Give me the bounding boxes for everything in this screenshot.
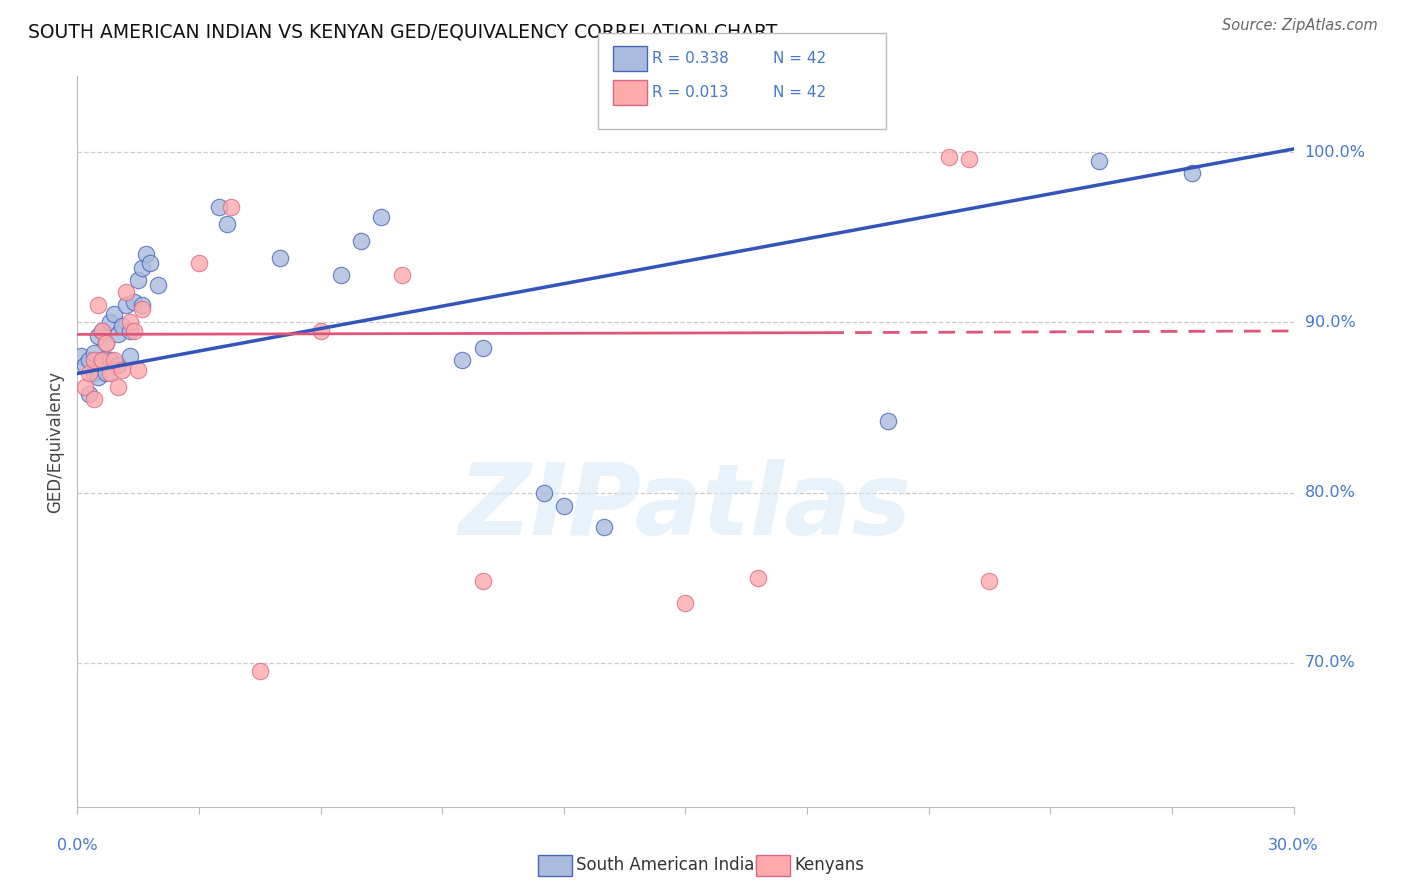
Text: N = 42: N = 42 <box>773 86 827 100</box>
Point <box>98 352 121 367</box>
Point <box>111 363 134 377</box>
Point <box>107 380 129 394</box>
Point <box>103 352 125 367</box>
Point <box>208 200 231 214</box>
Point <box>98 316 121 330</box>
Point <box>139 256 162 270</box>
Point <box>148 278 170 293</box>
Point <box>127 363 149 377</box>
Point <box>957 152 980 166</box>
Point <box>118 324 141 338</box>
Point <box>217 217 239 231</box>
Y-axis label: GED/Equivalency: GED/Equivalency <box>46 370 65 513</box>
Point <box>86 370 108 384</box>
Point <box>675 596 697 610</box>
Point <box>115 298 138 312</box>
Text: SOUTH AMERICAN INDIAN VS KENYAN GED/EQUIVALENCY CORRELATION CHART: SOUTH AMERICAN INDIAN VS KENYAN GED/EQUI… <box>28 22 778 41</box>
Point <box>221 200 243 214</box>
Point <box>83 346 105 360</box>
Point <box>471 341 494 355</box>
Point <box>90 324 112 338</box>
Text: R = 0.338: R = 0.338 <box>652 52 730 66</box>
Point <box>127 273 149 287</box>
Text: N = 42: N = 42 <box>773 52 827 66</box>
Point <box>75 380 97 394</box>
Point <box>938 151 960 165</box>
Point <box>309 324 332 338</box>
Point <box>188 256 211 270</box>
Point <box>122 295 145 310</box>
Point <box>115 285 138 299</box>
Point <box>747 571 769 585</box>
Text: R = 0.013: R = 0.013 <box>652 86 728 100</box>
Text: 30.0%: 30.0% <box>1268 838 1319 853</box>
Point <box>877 414 900 428</box>
Point <box>593 519 616 533</box>
Point <box>451 352 474 367</box>
Point <box>249 664 271 678</box>
Point <box>79 367 101 381</box>
Point <box>118 316 141 330</box>
Text: 70.0%: 70.0% <box>1305 655 1355 670</box>
Point <box>107 327 129 342</box>
Point <box>83 392 105 406</box>
Point <box>103 307 125 321</box>
Text: Source: ZipAtlas.com: Source: ZipAtlas.com <box>1222 18 1378 33</box>
Point <box>94 335 117 350</box>
Point <box>90 324 112 338</box>
Point <box>70 350 93 364</box>
Point <box>1088 153 1111 168</box>
Point <box>131 301 153 316</box>
Point <box>86 298 108 312</box>
Text: ZIPatlas: ZIPatlas <box>458 458 912 556</box>
Text: 0.0%: 0.0% <box>58 838 97 853</box>
Point <box>107 358 129 372</box>
Text: 90.0%: 90.0% <box>1305 315 1355 330</box>
Point <box>83 352 105 367</box>
Text: Kenyans: Kenyans <box>794 856 865 874</box>
Point <box>533 485 555 500</box>
Text: South American Indians: South American Indians <box>576 856 775 874</box>
Point <box>94 367 117 381</box>
Point <box>118 350 141 364</box>
Point <box>111 318 134 333</box>
Point <box>329 268 352 282</box>
Point <box>90 352 112 367</box>
Point <box>90 352 112 367</box>
Point <box>269 251 291 265</box>
Text: 100.0%: 100.0% <box>1305 145 1365 160</box>
Point <box>553 499 575 513</box>
Point <box>131 298 153 312</box>
Point <box>391 268 413 282</box>
Point <box>979 574 1001 588</box>
Point <box>370 210 392 224</box>
Point <box>79 352 101 367</box>
Point <box>350 234 373 248</box>
Point <box>122 324 145 338</box>
Point <box>471 574 494 588</box>
Point <box>1181 166 1204 180</box>
Point <box>79 387 101 401</box>
Point <box>83 367 105 381</box>
Point <box>75 358 97 372</box>
Point <box>86 329 108 343</box>
Point <box>131 260 153 275</box>
Point <box>135 247 157 261</box>
Point <box>98 367 121 381</box>
Text: 80.0%: 80.0% <box>1305 485 1355 500</box>
Point <box>94 335 117 350</box>
